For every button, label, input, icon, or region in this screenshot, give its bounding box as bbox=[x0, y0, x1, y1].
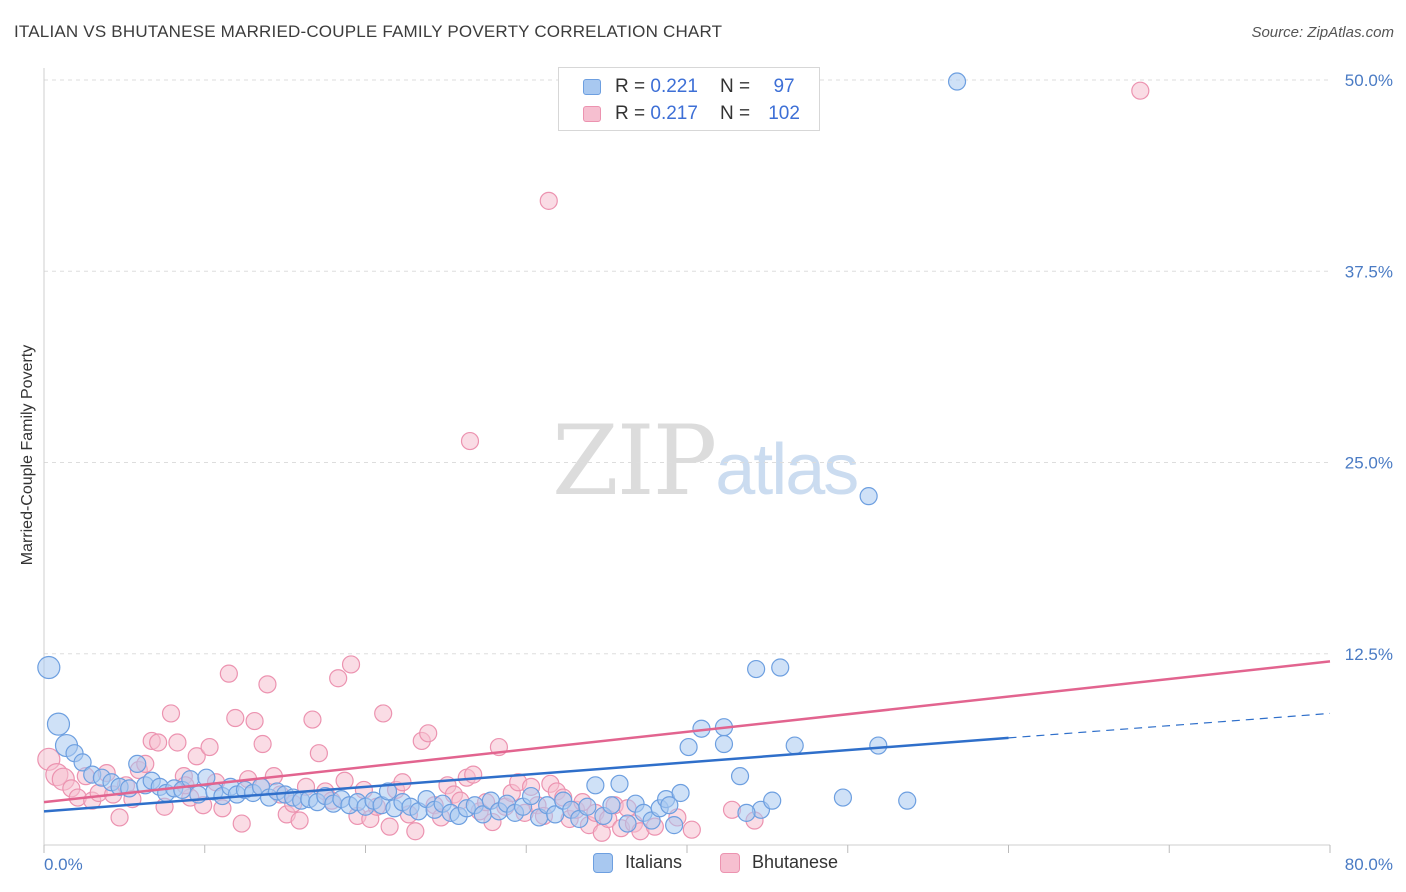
legend-swatch-italians bbox=[583, 79, 601, 95]
legend-r-label: R = bbox=[615, 76, 646, 97]
italians-point bbox=[521, 786, 541, 806]
italians-point bbox=[602, 796, 621, 815]
bhutanese-point bbox=[329, 669, 348, 688]
legend-item-italians[interactable]: Italians bbox=[593, 852, 682, 873]
italians-point bbox=[730, 767, 750, 786]
y-tick-label: 37.5% bbox=[1345, 262, 1393, 281]
bhutanese-point bbox=[380, 817, 399, 836]
bhutanese-point bbox=[200, 737, 219, 757]
bhutanese-point bbox=[682, 820, 701, 839]
bhutanese-point bbox=[290, 811, 309, 830]
bhutanese-point bbox=[460, 431, 480, 451]
legend-row-italians: R = 0.221 N = 97 bbox=[583, 75, 804, 99]
italians-trend-line bbox=[43, 736, 1009, 813]
bhutanese-point bbox=[161, 704, 181, 723]
correlation-legend: R = 0.221 N = 97 R = 0.217 N = 102 bbox=[558, 67, 820, 131]
bhutanese-point bbox=[341, 655, 361, 674]
y-tick-label: 25.0% bbox=[1345, 454, 1393, 473]
legend-label-italians: Italians bbox=[625, 852, 683, 872]
italians-point bbox=[586, 776, 605, 795]
italians-point bbox=[128, 754, 147, 774]
x-tick-label: 0.0% bbox=[44, 855, 83, 874]
chart-title: ITALIAN VS BHUTANESE MARRIED-COUPLE FAMI… bbox=[14, 22, 723, 41]
italians-point bbox=[869, 736, 888, 755]
legend-item-bhutanese[interactable]: Bhutanese bbox=[720, 852, 838, 873]
bhutanese-point bbox=[253, 734, 272, 754]
bhutanese-point bbox=[464, 765, 483, 784]
italians-point bbox=[859, 487, 878, 506]
italians-point bbox=[785, 736, 804, 755]
bhutanese-point bbox=[219, 664, 238, 683]
italians-point bbox=[618, 814, 637, 833]
y-tick-label: 12.5% bbox=[1345, 645, 1393, 664]
italians-point bbox=[763, 791, 782, 810]
italians-point bbox=[947, 72, 967, 91]
bhutanese-point bbox=[303, 710, 322, 729]
bhutanese-point bbox=[309, 744, 328, 763]
bhutanese-point bbox=[187, 747, 206, 766]
italians-point bbox=[747, 659, 766, 679]
bhutanese-point bbox=[539, 191, 558, 210]
watermark-zip: ZIP bbox=[552, 405, 717, 517]
legend-n-value-bhutanese: 102 bbox=[768, 103, 800, 124]
bhutanese-point bbox=[1131, 81, 1150, 100]
bhutanese-point bbox=[226, 708, 245, 728]
legend-n-label: N = bbox=[719, 103, 751, 124]
watermark-atlas: atlas bbox=[715, 430, 859, 510]
italians-point bbox=[37, 655, 61, 680]
legend-label-bhutanese: Bhutanese bbox=[752, 852, 839, 872]
italians-point bbox=[771, 658, 790, 677]
legend-swatch-bhutanese bbox=[583, 106, 601, 122]
italians-point bbox=[714, 734, 734, 754]
italians-point bbox=[197, 768, 216, 787]
legend-r-value-bhutanese: 0.217 bbox=[650, 103, 698, 124]
italians-point bbox=[737, 803, 756, 822]
italians-point bbox=[378, 782, 398, 801]
legend-n-label: N = bbox=[719, 76, 751, 97]
bhutanese-point bbox=[168, 733, 187, 752]
italians-point bbox=[898, 791, 917, 810]
bhutanese-point bbox=[149, 733, 168, 752]
legend-r-label: R = bbox=[615, 103, 646, 124]
italians-point bbox=[660, 796, 679, 815]
italians-trend-extension bbox=[1008, 712, 1331, 739]
y-tick-label: 50.0% bbox=[1345, 71, 1393, 90]
legend-swatch-italians bbox=[593, 852, 613, 873]
bhutanese-point bbox=[232, 814, 251, 833]
bhutanese-point bbox=[374, 704, 393, 723]
bhutanese-point bbox=[393, 773, 412, 792]
x-tick-label: 80.0% bbox=[1345, 855, 1393, 874]
italians-point bbox=[665, 816, 684, 835]
bhutanese-point bbox=[110, 808, 129, 827]
italians-point bbox=[671, 783, 690, 803]
legend-n-value-italians: 97 bbox=[773, 76, 795, 97]
italians-point bbox=[73, 753, 92, 772]
italians-point bbox=[679, 737, 698, 757]
bhutanese-point bbox=[406, 822, 425, 841]
legend-swatch-bhutanese bbox=[720, 852, 740, 873]
bhutanese-point bbox=[335, 771, 354, 790]
italians-point bbox=[46, 712, 71, 736]
italians-point bbox=[610, 774, 629, 793]
bhutanese-point bbox=[245, 711, 264, 731]
watermark: ZIPatlas bbox=[552, 405, 859, 517]
bhutanese-point bbox=[258, 675, 277, 694]
legend-r-value-italians: 0.221 bbox=[650, 76, 698, 97]
italians-point bbox=[833, 788, 853, 807]
bhutanese-point bbox=[419, 724, 438, 743]
bhutanese-trend-line bbox=[43, 660, 1331, 804]
source-credit: Source: ZipAtlas.com bbox=[1251, 24, 1394, 41]
italians-point bbox=[578, 797, 597, 816]
series-legend: Italians Bhutanese bbox=[0, 852, 1406, 878]
legend-row-bhutanese: R = 0.217 N = 102 bbox=[583, 102, 804, 126]
